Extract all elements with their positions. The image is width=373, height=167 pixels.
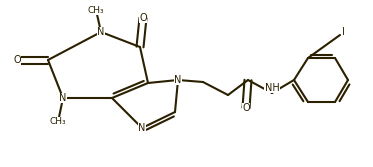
Text: N: N <box>97 27 105 37</box>
Text: CH₃: CH₃ <box>50 118 66 126</box>
Text: NH: NH <box>264 83 279 93</box>
Text: O: O <box>13 55 21 65</box>
Text: I: I <box>342 27 344 37</box>
Text: O: O <box>139 13 147 23</box>
Text: N: N <box>174 75 182 85</box>
Text: CH₃: CH₃ <box>88 6 104 15</box>
Text: N: N <box>138 123 146 133</box>
Text: N: N <box>59 93 67 103</box>
Text: O: O <box>242 103 250 113</box>
